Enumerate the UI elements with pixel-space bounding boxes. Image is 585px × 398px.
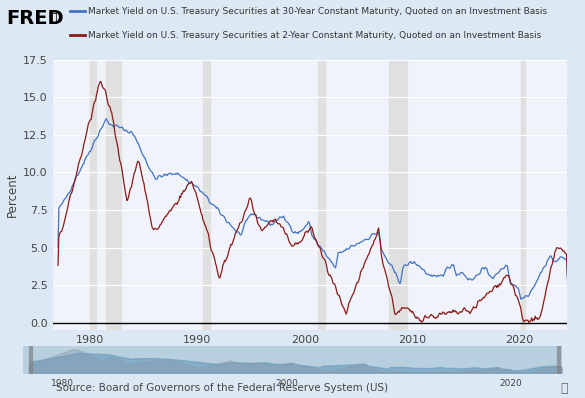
Bar [521, 60, 525, 330]
Text: Source: Board of Governors of the Federal Reserve System (US): Source: Board of Governors of the Federa… [56, 383, 388, 393]
Y-axis label: Percent: Percent [6, 173, 19, 217]
Bar [203, 60, 211, 330]
Text: Market Yield on U.S. Treasury Securities at 30-Year Constant Maturity, Quoted on: Market Yield on U.S. Treasury Securities… [88, 7, 547, 16]
Bar [106, 60, 121, 330]
Text: 📈: 📈 [50, 12, 57, 25]
Text: FRED: FRED [6, 9, 64, 27]
Text: ⛶: ⛶ [560, 382, 567, 395]
Bar [90, 60, 95, 330]
Bar [318, 60, 325, 330]
Bar [390, 60, 407, 330]
Text: Market Yield on U.S. Treasury Securities at 2-Year Constant Maturity, Quoted on : Market Yield on U.S. Treasury Securities… [88, 31, 541, 40]
